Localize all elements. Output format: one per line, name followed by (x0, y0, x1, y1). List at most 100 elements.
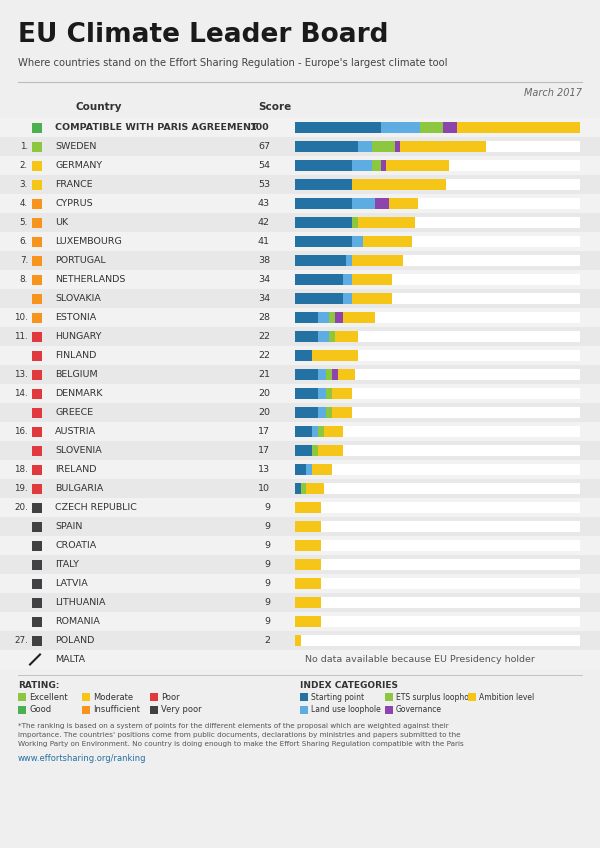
Text: 2.: 2. (20, 161, 28, 170)
Bar (0, 650, 600, 669)
Bar (0, 479, 600, 498)
Bar (0, 289, 600, 308)
Bar (295, 198, 580, 209)
Text: 10: 10 (258, 484, 270, 493)
Text: 42: 42 (258, 218, 270, 227)
Bar (301, 483, 307, 494)
Bar (0, 498, 600, 517)
Bar (364, 236, 412, 248)
Text: SLOVAKIA: SLOVAKIA (55, 294, 101, 303)
Bar (318, 311, 329, 323)
Bar (326, 406, 332, 418)
Bar (32, 350, 42, 360)
Text: ESTONIA: ESTONIA (55, 313, 96, 322)
Bar (329, 311, 335, 323)
Text: 20: 20 (258, 389, 270, 398)
Bar (295, 597, 320, 608)
Bar (0, 517, 600, 536)
Bar (295, 483, 580, 494)
Bar (338, 369, 355, 381)
Bar (295, 616, 320, 628)
Bar (295, 502, 580, 513)
Text: GREECE: GREECE (55, 408, 93, 417)
Bar (0, 536, 600, 555)
Bar (312, 464, 332, 476)
Bar (332, 406, 352, 418)
Bar (295, 349, 580, 361)
Bar (0, 384, 600, 403)
Bar (295, 331, 318, 343)
Bar (343, 311, 375, 323)
Text: Insufficient: Insufficient (93, 706, 140, 715)
Text: 9: 9 (264, 503, 270, 512)
Bar (372, 141, 395, 153)
Text: 9: 9 (264, 541, 270, 550)
Bar (32, 408, 42, 417)
Text: LUXEMBOURG: LUXEMBOURG (55, 237, 122, 246)
Text: 28: 28 (258, 313, 270, 322)
Bar (295, 577, 320, 589)
Bar (295, 406, 580, 418)
Bar (295, 216, 352, 228)
Text: CZECH REPUBLIC: CZECH REPUBLIC (55, 503, 137, 512)
Text: 2: 2 (264, 636, 270, 645)
Text: 54: 54 (258, 161, 270, 170)
Bar (352, 236, 364, 248)
Text: Starting point: Starting point (311, 693, 364, 701)
Bar (352, 198, 375, 209)
Bar (0, 555, 600, 574)
Bar (32, 275, 42, 284)
Text: LATVIA: LATVIA (55, 579, 88, 588)
Bar (421, 121, 443, 133)
Text: 1.: 1. (20, 142, 28, 151)
Text: Country: Country (75, 102, 121, 112)
Bar (295, 274, 343, 286)
Bar (295, 141, 358, 153)
Bar (0, 593, 600, 612)
Bar (0, 441, 600, 460)
Bar (326, 369, 332, 381)
Bar (0, 403, 600, 422)
Text: 9: 9 (264, 617, 270, 626)
Bar (385, 693, 393, 701)
Bar (295, 426, 312, 438)
Text: PORTUGAL: PORTUGAL (55, 256, 106, 265)
Text: Good: Good (29, 706, 51, 715)
Bar (295, 559, 580, 571)
Bar (150, 706, 158, 714)
Bar (32, 370, 42, 380)
Bar (358, 216, 415, 228)
Bar (0, 156, 600, 175)
Bar (389, 198, 418, 209)
Bar (295, 274, 580, 286)
Bar (32, 540, 42, 550)
Bar (295, 577, 580, 589)
Bar (295, 559, 320, 571)
Bar (0, 422, 600, 441)
Bar (32, 635, 42, 645)
Bar (32, 313, 42, 322)
Bar (295, 293, 343, 304)
Bar (300, 706, 308, 714)
Text: SLOVENIA: SLOVENIA (55, 446, 102, 455)
Bar (358, 141, 372, 153)
Bar (32, 560, 42, 570)
Bar (332, 369, 338, 381)
Bar (0, 118, 600, 137)
Bar (307, 483, 323, 494)
Bar (468, 693, 476, 701)
Bar (295, 634, 301, 646)
Bar (318, 331, 329, 343)
Bar (312, 444, 318, 456)
Text: NETHERLANDS: NETHERLANDS (55, 275, 125, 284)
Bar (295, 464, 307, 476)
Bar (295, 236, 352, 248)
Bar (332, 388, 352, 399)
Text: 41: 41 (258, 237, 270, 246)
Text: 9: 9 (264, 579, 270, 588)
Bar (32, 503, 42, 512)
Bar (32, 217, 42, 227)
Text: FRANCE: FRANCE (55, 180, 92, 189)
Bar (32, 445, 42, 455)
Bar (18, 706, 26, 714)
